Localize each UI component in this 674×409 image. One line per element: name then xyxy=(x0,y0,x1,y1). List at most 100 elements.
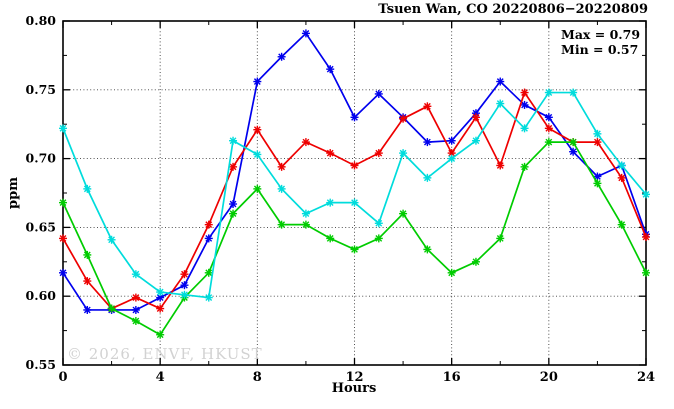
data-point-marker xyxy=(83,306,91,314)
min-annotation: Min = 0.57 xyxy=(561,42,638,57)
tick-label: 16 xyxy=(443,370,461,385)
data-point-marker xyxy=(83,277,91,285)
chart-title: Tsuen Wan, CO 20220806−20220809 xyxy=(378,2,648,17)
data-point-marker xyxy=(156,294,164,301)
data-point-marker xyxy=(59,199,67,207)
data-point-marker xyxy=(59,235,67,242)
data-point-marker xyxy=(642,190,650,198)
data-point-marker xyxy=(399,210,407,218)
tick-label: 12 xyxy=(345,370,363,385)
data-point-marker xyxy=(253,185,261,193)
watermark: © 2026, ENVF, HKUST xyxy=(67,345,263,363)
data-point-marker xyxy=(399,115,407,123)
data-point-marker xyxy=(132,294,140,301)
data-point-marker xyxy=(545,138,553,146)
data-point-marker xyxy=(569,138,577,146)
data-point-marker xyxy=(521,101,528,109)
data-point-marker xyxy=(302,29,310,37)
tick-label: 0.60 xyxy=(26,288,57,303)
tick-label: 8 xyxy=(253,370,262,385)
data-point-marker xyxy=(351,113,358,121)
data-point-marker xyxy=(448,149,456,157)
data-point-marker xyxy=(59,269,67,277)
tick-label: 0.70 xyxy=(26,151,57,166)
data-point-marker xyxy=(326,199,334,207)
data-point-marker xyxy=(423,246,431,253)
data-point-marker xyxy=(642,233,650,241)
data-point-marker xyxy=(205,235,213,242)
data-point-marker xyxy=(375,219,383,227)
data-point-marker xyxy=(108,236,115,244)
plot-area: 0 4 8 12 16 20 24 0.55 0.60 0.65 0.70 0.75 0.80 xyxy=(26,13,656,385)
data-point-marker xyxy=(181,281,188,289)
data-point-marker xyxy=(132,270,140,278)
data-point-marker xyxy=(351,162,358,169)
data-point-marker xyxy=(278,221,286,229)
data-point-marker xyxy=(642,269,650,277)
tick-label: 24 xyxy=(637,370,655,385)
tick-label: 0 xyxy=(58,370,67,385)
data-point-marker xyxy=(278,185,286,193)
data-point-marker xyxy=(521,163,528,171)
data-point-marker xyxy=(594,138,601,146)
data-point-marker xyxy=(618,221,626,229)
data-point-marker xyxy=(472,137,480,145)
data-point-marker xyxy=(496,78,504,85)
data-point-marker xyxy=(326,235,334,242)
data-point-marker xyxy=(423,102,431,110)
red-line xyxy=(59,88,650,313)
tick-label: 0.65 xyxy=(26,219,56,234)
data-point-marker xyxy=(448,269,456,277)
data-point-marker xyxy=(375,235,383,242)
data-point-marker xyxy=(156,288,164,296)
data-point-marker xyxy=(205,294,213,301)
x-axis-title: Hours xyxy=(332,381,377,396)
data-point-marker xyxy=(278,53,286,61)
y-axis-title: ppm xyxy=(6,177,21,209)
data-point-marker xyxy=(375,149,383,157)
tick-label: 0.80 xyxy=(26,13,57,28)
data-point-marker xyxy=(594,179,601,187)
data-point-marker xyxy=(181,270,188,278)
data-point-marker xyxy=(108,305,115,312)
data-point-marker xyxy=(545,89,553,96)
data-point-marker xyxy=(423,138,431,146)
data-point-marker xyxy=(423,174,431,182)
data-point-marker xyxy=(618,162,626,169)
data-point-marker xyxy=(448,155,456,162)
data-point-marker xyxy=(132,306,140,314)
data-point-marker xyxy=(278,163,286,171)
data-point-marker xyxy=(399,149,407,157)
data-point-marker xyxy=(181,291,188,299)
tick-label: 20 xyxy=(540,370,558,385)
data-point-marker xyxy=(448,137,456,145)
data-point-marker xyxy=(545,113,553,121)
data-point-marker xyxy=(545,124,553,132)
data-point-marker xyxy=(496,235,504,242)
data-point-marker xyxy=(156,331,164,339)
data-point-marker xyxy=(132,317,140,325)
data-point-marker xyxy=(229,163,237,171)
data-point-marker xyxy=(496,100,504,107)
data-point-marker xyxy=(351,199,358,207)
data-point-marker xyxy=(472,113,480,121)
data-point-marker xyxy=(229,137,237,145)
tick-label: 0.55 xyxy=(26,357,56,372)
data-point-marker xyxy=(569,89,577,96)
data-point-marker xyxy=(205,269,213,277)
data-point-marker xyxy=(302,210,310,218)
data-point-marker xyxy=(569,148,577,156)
data-point-marker xyxy=(326,65,334,73)
data-point-marker xyxy=(59,124,67,132)
data-point-marker xyxy=(351,246,358,253)
data-point-marker xyxy=(375,90,383,98)
data-point-marker xyxy=(83,251,91,259)
data-point-marker xyxy=(253,78,261,85)
data-point-marker xyxy=(618,174,626,182)
data-point-marker xyxy=(205,221,213,229)
data-point-marker xyxy=(253,151,261,158)
tick-label: 0.75 xyxy=(26,82,56,97)
data-point-marker xyxy=(472,258,480,266)
